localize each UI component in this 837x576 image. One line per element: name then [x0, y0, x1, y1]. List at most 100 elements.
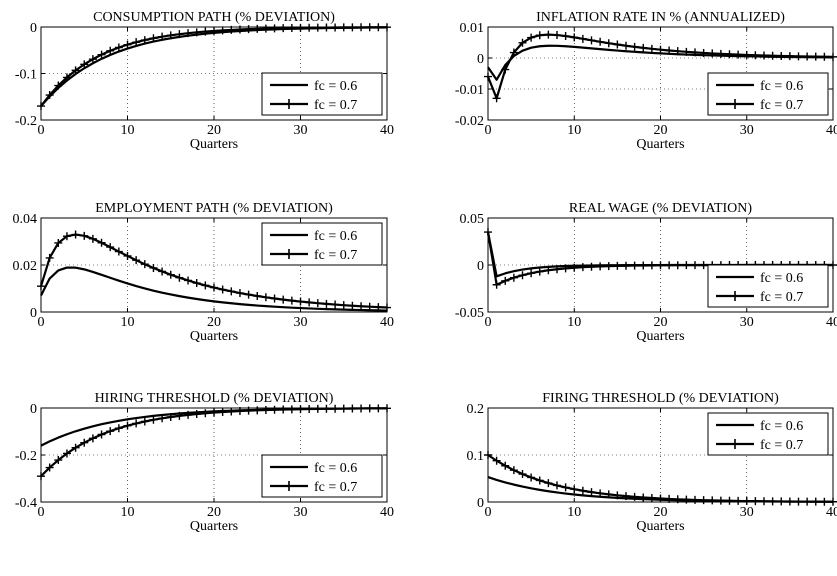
x-tick-label: 0: [38, 315, 45, 330]
data-point-fc-0-7: [501, 461, 510, 470]
series-line-fc-0-6: [40, 266, 388, 312]
data-point-fc-0-7: [622, 41, 630, 50]
legend-label: fc = 0.7: [314, 248, 357, 263]
data-point-fc-0-7: [553, 31, 561, 40]
legend: fc = 0.6 fc = 0.7: [707, 72, 829, 116]
data-point-fc-0-7: [149, 263, 158, 272]
data-point-fc-0-7: [357, 23, 366, 32]
legend-box: [707, 412, 829, 456]
data-point-fc-0-7: [820, 497, 829, 506]
data-point-fc-0-7: [106, 427, 115, 436]
data-point-fc-0-7: [561, 483, 570, 492]
data-point-fc-0-7: [613, 40, 622, 49]
data-point-fc-0-7: [287, 24, 296, 33]
data-point-fc-0-7: [639, 493, 648, 502]
data-point-fc-0-7: [132, 256, 141, 265]
data-point-fc-0-7: [348, 23, 357, 32]
data-point-fc-0-7: [647, 44, 656, 53]
x-axis-label: Quarters: [636, 519, 684, 534]
data-point-fc-0-7: [279, 24, 288, 33]
data-point-fc-0-7: [785, 497, 794, 506]
data-point-fc-0-7: [365, 404, 374, 413]
data-point-fc-0-7: [630, 261, 639, 270]
data-point-fc-0-7: [201, 409, 210, 418]
data-point-fc-0-7: [88, 234, 97, 243]
data-point-fc-0-7: [80, 438, 89, 447]
data-point-fc-0-7: [665, 494, 674, 503]
data-point-fc-0-7: [71, 443, 80, 452]
legend-label: fc = 0.7: [314, 480, 357, 495]
data-point-fc-0-7: [339, 404, 348, 413]
data-point-fc-0-7: [630, 42, 639, 51]
data-point-fc-0-7: [140, 260, 149, 269]
x-tick-label: 0: [38, 123, 45, 138]
data-point-fc-0-7: [578, 263, 587, 272]
data-point-fc-0-7: [322, 23, 331, 32]
data-point-fc-0-7: [71, 230, 80, 239]
y-tick-label: 0.02: [13, 259, 38, 274]
data-point-fc-0-7: [158, 267, 167, 276]
data-point-fc-0-7: [140, 36, 149, 45]
data-point-fc-0-7: [803, 497, 812, 506]
data-point-fc-0-7: [261, 406, 270, 415]
data-point-fc-0-7: [673, 261, 682, 270]
data-point-fc-0-7: [725, 496, 734, 505]
legend-marker: [284, 481, 294, 491]
data-point-fc-0-7: [227, 25, 236, 34]
data-point-fc-0-7: [553, 265, 561, 274]
data-point-fc-0-7: [760, 497, 768, 506]
y-tick-label: -0.1: [15, 68, 37, 83]
x-tick-label: 20: [654, 505, 668, 520]
data-point-fc-0-7: [544, 30, 553, 39]
data-point-fc-0-7: [175, 411, 184, 420]
legend-label: fc = 0.7: [760, 438, 803, 453]
data-point-fc-0-7: [604, 490, 613, 499]
data-point-fc-0-7: [647, 261, 656, 270]
legend: fc = 0.6 fc = 0.7: [707, 412, 829, 456]
data-point-fc-0-7: [647, 494, 656, 503]
data-point-fc-0-7: [88, 55, 97, 64]
data-point-fc-0-7: [192, 28, 201, 37]
data-point-fc-0-7: [484, 451, 492, 459]
data-point-fc-0-7: [570, 263, 579, 272]
data-point-fc-0-7: [518, 271, 527, 280]
x-tick-label: 30: [294, 123, 308, 138]
data-point-fc-0-7: [166, 412, 175, 421]
x-axis-label: Quarters: [636, 137, 684, 152]
x-tick-label: 20: [207, 315, 221, 330]
data-point-fc-0-7: [37, 472, 45, 481]
data-point-fc-0-7: [253, 292, 262, 301]
data-point-fc-0-7: [518, 38, 527, 47]
legend: fc = 0.6 fc = 0.7: [261, 222, 383, 266]
x-tick-label: 20: [654, 123, 668, 138]
data-point-fc-0-7: [296, 405, 305, 414]
panel-6: 0 10 20 30 40 0 0.1 0.2 FIRING THRESHOLD (% DEVI…: [467, 391, 837, 534]
data-point-fc-0-7: [37, 282, 45, 291]
chart-title: REAL WAGE (% DEVIATION): [569, 201, 752, 216]
chart-title: HIRING THRESHOLD (% DEVIATION): [95, 391, 334, 406]
data-point-fc-0-7: [484, 228, 492, 237]
data-point-fc-0-7: [305, 298, 314, 307]
data-point-fc-0-7: [492, 94, 501, 103]
data-point-fc-0-7: [699, 496, 708, 505]
data-point-fc-0-7: [296, 23, 305, 32]
data-point-fc-0-7: [158, 414, 167, 423]
legend-marker: [284, 99, 294, 109]
data-point-fc-0-7: [742, 497, 751, 506]
chart-title: INFLATION RATE IN % (ANNUALIZED): [536, 10, 785, 25]
x-tick-label: 0: [485, 123, 492, 138]
data-point-fc-0-7: [227, 407, 236, 416]
x-tick-label: 10: [121, 505, 135, 520]
data-point-fc-0-7: [313, 299, 322, 308]
data-point-fc-0-7: [184, 29, 193, 38]
data-point-fc-0-7: [357, 404, 366, 413]
y-tick-label: 0: [30, 402, 37, 417]
data-point-fc-0-7: [97, 430, 106, 439]
y-tick-label: 0.05: [460, 212, 485, 227]
legend-label: fc = 0.6: [760, 271, 803, 286]
data-point-fc-0-7: [656, 45, 665, 54]
y-tick-label: -0.02: [455, 114, 484, 129]
data-point-fc-0-7: [348, 301, 357, 310]
